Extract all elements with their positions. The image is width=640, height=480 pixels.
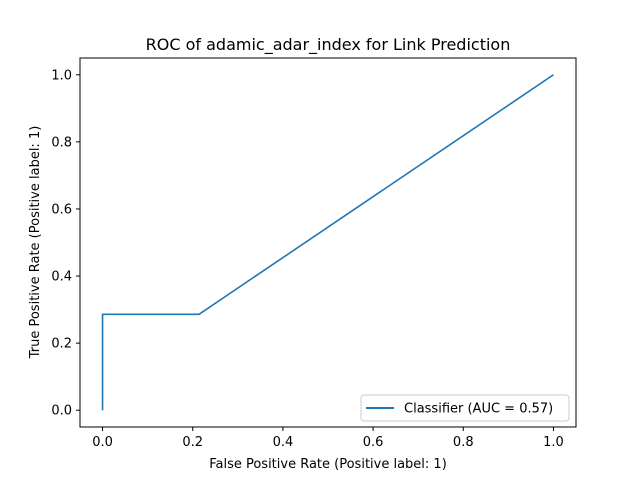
x-axis-ticks: 0.0 0.2 0.4 0.6 0.8 1.0 (92, 427, 564, 450)
y-tick-label: 0.8 (51, 135, 72, 150)
x-axis-label: False Positive Rate (Positive label: 1) (209, 457, 447, 472)
legend-entry-label: Classifier (AUC = 0.57) (404, 402, 553, 417)
y-tick-label: 0.6 (51, 202, 72, 217)
series-layer (101, 74, 554, 411)
y-tick-label: 0.4 (51, 270, 72, 285)
y-axis-label: True Positive Rate (Positive label: 1) (28, 126, 43, 360)
roc-curve-line (101, 74, 554, 411)
legend-box (360, 394, 570, 422)
y-tick-label: 0.2 (51, 337, 72, 352)
y-tick-label: 1.0 (51, 68, 72, 83)
x-tick-label: 1.0 (543, 435, 564, 450)
x-tick-label: 0.0 (92, 435, 113, 450)
plot-area (79, 57, 577, 428)
chart-title: ROC of adamic_adar_index for Link Predic… (146, 35, 511, 55)
y-axis-ticks: 0.0 0.2 0.4 0.6 0.8 1.0 (51, 68, 80, 419)
plot-frame (79, 57, 577, 428)
x-tick-label: 0.4 (273, 435, 294, 450)
x-tick-label: 0.2 (182, 435, 203, 450)
y-tick-label: 0.0 (51, 404, 72, 419)
legend: Classifier (AUC = 0.57) (360, 394, 570, 422)
x-tick-label: 0.6 (363, 435, 384, 450)
x-tick-label: 0.8 (453, 435, 474, 450)
